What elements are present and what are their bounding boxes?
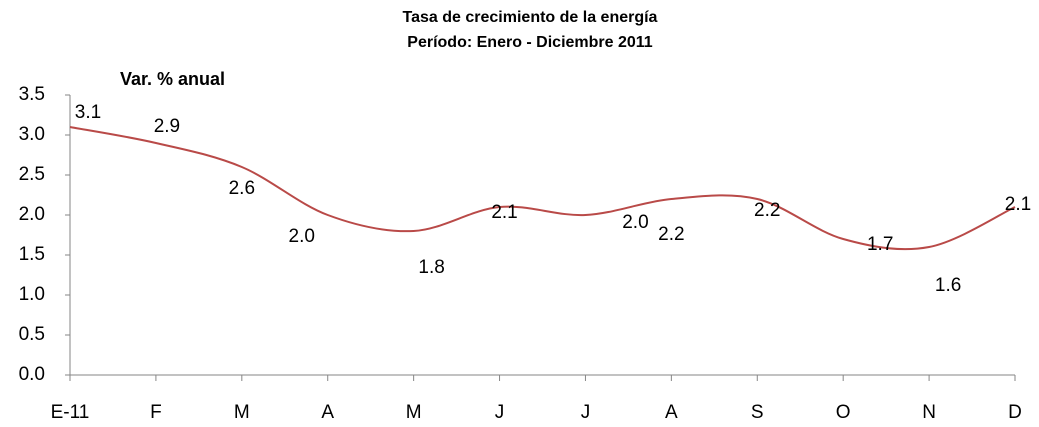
x-tick-label: J [495, 402, 505, 423]
y-tick-label: 3.5 [19, 84, 45, 105]
y-tick-label: 0.0 [19, 364, 45, 385]
data-label: 2.2 [658, 224, 684, 245]
chart-title: Tasa de crecimiento de la energía [403, 9, 658, 26]
data-label: 2.9 [154, 116, 180, 137]
data-label: 1.8 [418, 257, 444, 278]
x-tick-label: F [150, 402, 162, 423]
x-tick-label: O [836, 402, 851, 423]
y-tick-label: 2.5 [19, 164, 45, 185]
data-label: 3.1 [75, 102, 101, 123]
data-label: 2.1 [491, 202, 517, 223]
chart-subtitle: Período: Enero - Diciembre 2011 [407, 34, 653, 51]
data-label: 2.6 [229, 178, 255, 199]
x-tick-label: J [581, 402, 591, 423]
data-label: 2.0 [622, 212, 648, 233]
data-label: 2.1 [1005, 194, 1031, 215]
x-tick-label: N [922, 402, 936, 423]
x-tick-label: M [234, 402, 250, 423]
x-tick-label: A [321, 402, 334, 423]
data-label: 1.6 [935, 275, 961, 296]
y-tick-label: 0.5 [19, 324, 45, 345]
x-tick-label: S [751, 402, 764, 423]
y-tick-label: 3.0 [19, 124, 45, 145]
y-tick-label: 2.0 [19, 204, 45, 225]
data-label: 1.7 [867, 234, 893, 255]
x-tick-label: E-11 [51, 402, 90, 423]
series-line [69, 126, 1016, 251]
data-label: 2.0 [289, 226, 315, 247]
y-tick-label: 1.5 [19, 244, 45, 265]
x-tick-label: M [406, 402, 422, 423]
y-axis-label: Var. % anual [120, 69, 225, 89]
x-tick-label: A [665, 402, 678, 423]
data-label: 2.2 [754, 200, 780, 221]
x-tick-label: D [1008, 402, 1022, 423]
y-tick-label: 1.0 [19, 284, 45, 305]
